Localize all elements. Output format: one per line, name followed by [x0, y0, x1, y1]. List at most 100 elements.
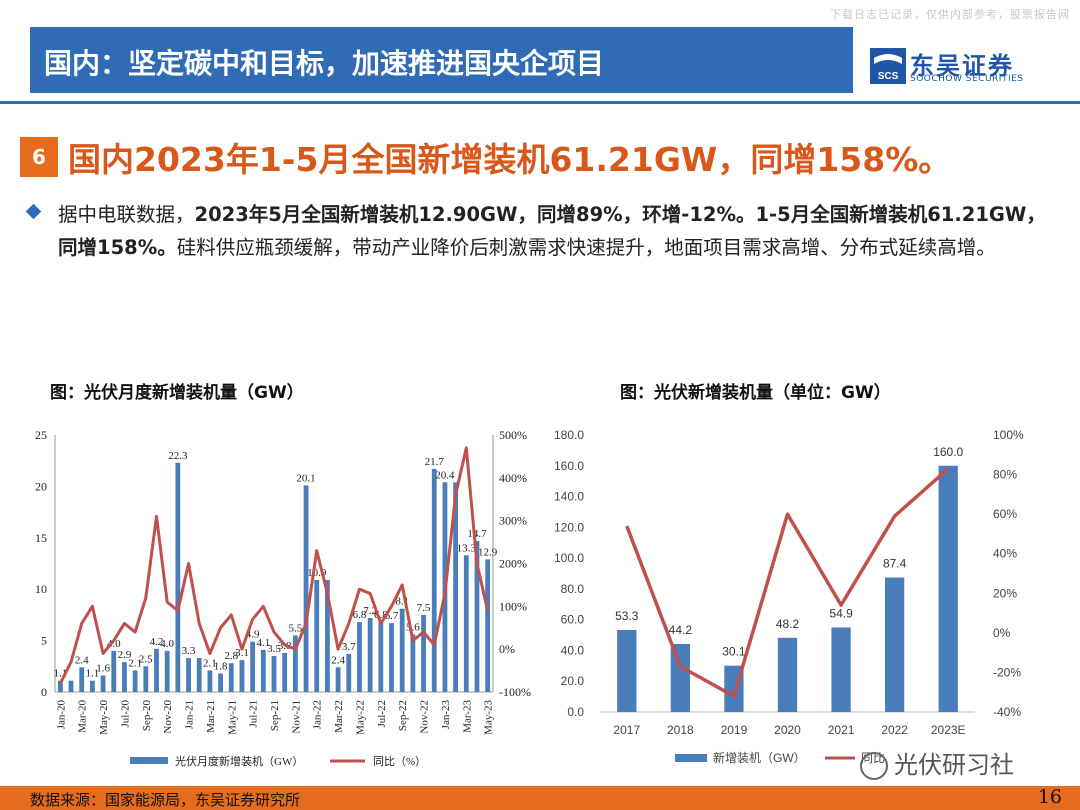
x-tick-label: May-23: [483, 700, 495, 735]
x-tick-label: Jan-22: [312, 700, 324, 729]
bar: [111, 650, 117, 692]
x-tick-label: 2020: [774, 723, 801, 737]
x-tick-label: Sep-21: [269, 700, 281, 731]
annual-install-chart: 0.0 20.0 40.0 60.0 80.0 100.0 120.0 140.0 160.0 1…: [554, 428, 1024, 765]
x-tick-label: Nov-22: [419, 700, 431, 734]
wechat-watermark: 光伏研习社: [860, 745, 1014, 780]
x-tick-label: 2023E: [931, 723, 966, 737]
data-label: 13.3: [457, 542, 477, 554]
x-tick-label: Sep-22: [397, 700, 409, 731]
bar: [228, 663, 234, 692]
x-tick-label: Sep-20: [141, 700, 153, 732]
data-label: 6.8: [353, 609, 367, 621]
footer-bar: 数据来源：国家能源局，东吴证券研究所 16: [0, 786, 1080, 810]
bar: [938, 465, 958, 712]
bar: [485, 559, 491, 692]
y2-tick-label: -40%: [993, 705, 1021, 719]
data-label: 48.2: [776, 617, 800, 631]
bar: [410, 634, 416, 692]
bar: [474, 540, 480, 692]
data-label: 3.3: [182, 645, 196, 657]
y-tick-label: 100.0: [554, 551, 584, 565]
data-label: 3.5: [267, 643, 281, 655]
company-logo: SCS 东吴证券 SOOCHOW SECURITIES: [870, 44, 1050, 88]
y-tick-label: 80.0: [561, 582, 585, 596]
bar: [175, 462, 181, 692]
x-tick-label: 2021: [828, 723, 855, 737]
bar: [885, 577, 905, 712]
y-tick-label: 180.0: [554, 428, 584, 442]
data-label: 4.1: [256, 637, 270, 649]
data-label: 2.1: [128, 657, 142, 669]
y2-tick-label: -20%: [993, 665, 1021, 679]
bar: [831, 627, 851, 712]
bar: [292, 635, 298, 692]
page-title: 国内：坚定碳中和目标，加速推进国央企项目: [44, 47, 605, 80]
bar: [453, 482, 459, 692]
data-label: 7.5: [417, 602, 431, 614]
section-number: 6: [20, 137, 58, 177]
x-tick-label: Jul-22: [376, 700, 388, 728]
bar: [335, 667, 341, 692]
y-tick-label: 25: [35, 428, 47, 442]
x-tick-label: May-22: [354, 700, 366, 735]
x-tick-label: 2018: [667, 723, 694, 737]
x-tick-label: 2022: [881, 723, 908, 737]
legend-bar-label: 新增装机（GW）: [713, 750, 806, 765]
data-label: 2.5: [139, 653, 153, 665]
bar: [132, 670, 138, 692]
bullet-prefix: 据中电联数据，: [58, 203, 195, 226]
x-tick-label: Jan-21: [184, 700, 196, 729]
y-tick-label: 0.0: [567, 705, 584, 719]
bullet-rest: 硅料供应瓶颈缓解，带动产业降价后刺激需求快速提升，地面项目需求高增、分布式延续高…: [176, 236, 996, 259]
y2-tick-label: 300%: [499, 514, 527, 528]
diamond-bullet-icon: [25, 203, 42, 220]
data-label: 2.9: [118, 649, 132, 661]
y-tick-label: 5: [41, 634, 47, 648]
logo-mark-text: SCS: [878, 71, 899, 82]
y-tick-label: 120.0: [554, 520, 584, 534]
bullet-bold: 2023年5月全国新增装机12.90GW，同增89%，环增-12%。1-5月全国…: [58, 203, 1046, 259]
bar: [303, 485, 309, 692]
bar: [218, 673, 223, 692]
logo-en-text: SOOCHOW SECURITIES: [910, 74, 1024, 84]
legend-bar-label: 光伏月度新增装机（GW）: [175, 754, 303, 768]
header-bar: 国内：坚定碳中和目标，加速推进国央企项目: [30, 27, 853, 93]
bar: [154, 648, 159, 692]
figure2-title: 图：光伏新增装机量（单位：GW）: [620, 383, 891, 403]
data-label: 5.5: [288, 622, 302, 634]
bar: [399, 608, 405, 692]
data-label: 4.2: [150, 636, 164, 648]
data-label: 14.7: [467, 528, 487, 540]
bar: [421, 614, 426, 692]
bar: [378, 622, 384, 692]
data-label: 3.1: [235, 647, 249, 659]
data-label: 2.4: [331, 654, 345, 666]
bar: [271, 656, 277, 692]
bar: [207, 670, 213, 692]
legend-bar-swatch: [130, 757, 168, 764]
figure1-title: 图：光伏月度新增装机量（GW）: [50, 383, 304, 403]
bullet-paragraph: 据中电联数据，2023年5月全国新增装机12.90GW，同增89%，环增-12%…: [58, 198, 1048, 264]
x-tick-label: Mar-21: [205, 700, 217, 733]
logo-mark-icon: SCS: [870, 48, 906, 84]
bar: [325, 579, 330, 692]
y2-tick-label: 400%: [499, 471, 527, 485]
yoy-line: [625, 467, 950, 698]
y2-tick-label: -100%: [499, 685, 531, 699]
x-tick-label: Jul-20: [119, 700, 131, 728]
bar: [68, 680, 74, 692]
data-label: 44.2: [669, 623, 693, 637]
data-label: 54.9: [829, 607, 853, 621]
header-divider: [0, 101, 1080, 104]
data-label: 20.1: [296, 472, 315, 484]
footer-source: 数据来源：国家能源局，东吴证券研究所: [30, 791, 301, 809]
bar: [250, 641, 256, 692]
y2-tick-label: 20%: [993, 586, 1017, 600]
y-tick-label: 140.0: [554, 490, 584, 504]
data-label: 22.3: [168, 450, 188, 462]
wechat-icon: [860, 752, 888, 780]
data-label: 1.8: [214, 660, 228, 672]
data-label: 53.3: [615, 609, 639, 623]
y-tick-label: 10: [35, 582, 47, 596]
